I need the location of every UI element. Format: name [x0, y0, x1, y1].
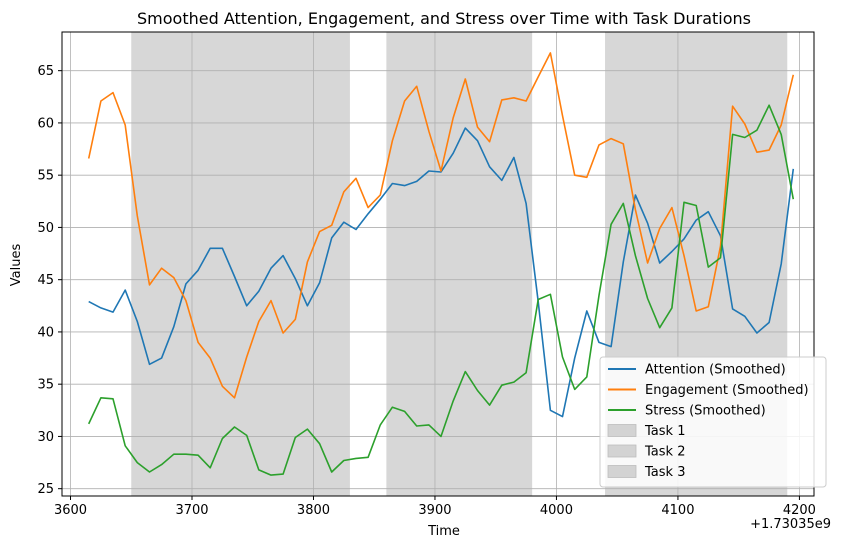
legend-label: Engagement (Smoothed)	[645, 383, 809, 398]
x-tick-label: 3600	[54, 503, 87, 518]
x-tick-label: 4200	[783, 503, 816, 518]
y-tick-label: 55	[37, 169, 54, 184]
y-tick-label: 25	[37, 482, 54, 497]
series-lines	[87, 52, 795, 476]
series-line-engagement	[87, 52, 795, 399]
y-tick-label: 40	[37, 325, 54, 340]
task-span-2	[386, 32, 533, 496]
legend-label: Attention (Smoothed)	[645, 363, 786, 378]
x-tick-label: 3900	[418, 503, 451, 518]
y-tick-label: 45	[37, 273, 54, 288]
series-line-stress	[87, 104, 795, 476]
y-tick-label: 60	[37, 116, 54, 131]
legend-swatch	[607, 444, 637, 458]
legend-label: Task 1	[644, 424, 685, 439]
legend-box	[599, 356, 827, 488]
y-tick-label: 35	[37, 378, 54, 393]
x-tick-label: 4100	[661, 503, 694, 518]
y-tick-label: 30	[37, 430, 54, 445]
x-axis-label: Time	[427, 524, 460, 539]
x-offset-label: +1.73035e9	[750, 517, 831, 532]
series-line-attention	[88, 127, 795, 418]
legend-label: Task 3	[644, 465, 685, 480]
legend: Attention (Smoothed) Engagement (Smoothed…	[599, 356, 827, 488]
task-span-1	[131, 32, 350, 496]
legend-label: Stress (Smoothed)	[645, 404, 766, 419]
legend-swatch	[607, 465, 637, 478]
axis-ticks: 3600 3700 3800 3900 4000 4100 4200 25 30 35 40 45 50…	[37, 64, 816, 518]
chart-title: Smoothed Attention, Engagement, and Stre…	[137, 9, 751, 28]
y-tick-label: 65	[37, 64, 54, 79]
x-tick-label: 4000	[540, 503, 573, 518]
grid	[62, 32, 814, 496]
legend-label: Task 2	[644, 445, 685, 460]
y-axis-label: Values	[9, 244, 24, 287]
y-tick-label: 50	[37, 221, 54, 236]
legend-swatch	[607, 424, 637, 437]
x-tick-label: 3800	[297, 503, 330, 518]
x-tick-label: 3700	[175, 503, 208, 518]
plot-frame	[61, 31, 815, 497]
